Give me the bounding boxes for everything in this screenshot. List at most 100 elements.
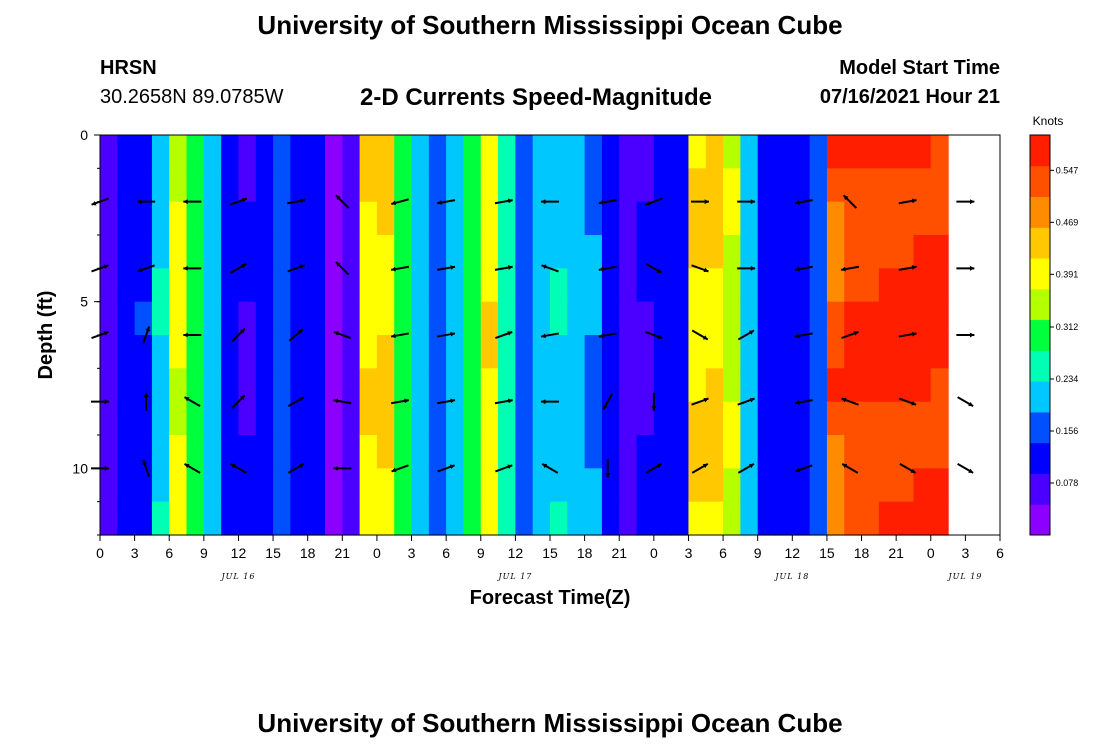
heat-cell (688, 368, 707, 403)
heat-cell (290, 301, 309, 336)
heat-cell (740, 268, 759, 303)
heat-cell (515, 235, 534, 269)
heat-cell (896, 301, 915, 336)
heat-cell (636, 135, 655, 169)
heat-cell (117, 335, 136, 369)
heat-cell (463, 468, 482, 503)
heat-cell (930, 468, 949, 503)
heat-cell (446, 168, 465, 203)
heat-cell (671, 235, 690, 269)
heat-cell (480, 201, 499, 236)
heat-cell (913, 235, 932, 269)
heat-cell (394, 268, 413, 303)
heat-cell (134, 201, 153, 236)
current-arrow (737, 199, 756, 205)
heat-cell (411, 435, 430, 469)
heat-cell (446, 301, 465, 336)
heat-cell (757, 501, 776, 536)
current-arrow (794, 199, 813, 205)
current-arrow (541, 264, 559, 273)
heat-cell (740, 368, 759, 403)
heat-cell (480, 135, 499, 169)
heat-cell (878, 501, 897, 536)
heat-cell (290, 368, 309, 403)
heat-cell (186, 435, 205, 469)
heat-cell (376, 168, 395, 203)
heat-cell (515, 435, 534, 469)
heat-cell (792, 301, 811, 336)
heat-cell (169, 435, 188, 469)
current-arrow (651, 392, 657, 411)
heat-cell (584, 301, 603, 336)
heat-cell (653, 335, 672, 369)
current-arrow (691, 199, 709, 205)
y-tick-label: 5 (80, 294, 88, 310)
heat-cell (671, 401, 690, 436)
heat-cell (601, 301, 620, 336)
heat-cell (255, 468, 274, 503)
heat-cell (376, 201, 395, 236)
x-tick-label: 3 (685, 545, 693, 561)
current-arrow (598, 265, 617, 272)
heat-cell (740, 301, 759, 336)
heat-cell (290, 501, 309, 536)
heat-cell (757, 301, 776, 336)
colorbar-swatch (1030, 473, 1050, 505)
heat-cell (792, 368, 811, 403)
heat-cell (861, 301, 880, 336)
current-arrow (183, 199, 202, 205)
heat-cell (463, 368, 482, 403)
heat-cell (792, 268, 811, 303)
heat-cell (203, 368, 222, 403)
current-arrow (437, 398, 456, 405)
current-arrow (540, 332, 560, 339)
heat-cell (273, 235, 291, 269)
heat-cell (792, 335, 811, 369)
colorbar-swatch (1030, 135, 1050, 167)
heat-cell (567, 501, 586, 536)
heat-cell (757, 468, 776, 503)
heat-cell (913, 435, 932, 469)
heat-cell (273, 168, 291, 203)
heat-cell (567, 435, 586, 469)
heat-cell (705, 301, 724, 336)
heat-cell (636, 435, 655, 469)
heat-cell (619, 235, 638, 269)
heat-cell (878, 235, 897, 269)
heat-cell (325, 435, 343, 469)
heat-cell (151, 135, 170, 169)
current-arrow (899, 462, 916, 474)
heat-cell (411, 268, 430, 303)
heat-cell (221, 435, 240, 469)
heat-cell (186, 235, 205, 269)
heat-cell (290, 168, 309, 203)
heat-cell (826, 468, 845, 503)
heat-cell (515, 501, 534, 536)
heat-cell (342, 235, 361, 269)
heat-cell (376, 368, 395, 403)
x-tick-label: 21 (335, 545, 351, 561)
x-tick-label: 9 (754, 545, 762, 561)
heat-cell (601, 135, 620, 169)
heat-cell (100, 301, 118, 336)
heat-cell (307, 168, 326, 203)
current-arrow (137, 199, 156, 205)
heat-cell (203, 335, 222, 369)
heat-cell (688, 135, 707, 169)
heat-cell (117, 201, 136, 236)
current-arrow (183, 332, 202, 338)
heat-cell (775, 401, 793, 436)
heat-cell (930, 435, 949, 469)
heat-cell (446, 368, 465, 403)
heat-cell (930, 235, 949, 269)
current-arrow (184, 462, 201, 474)
heat-cell (221, 468, 240, 503)
heat-cell (515, 368, 534, 403)
colorbar-swatch (1030, 381, 1050, 413)
x-tick-label: 12 (231, 545, 247, 561)
heat-cell (532, 368, 551, 403)
current-arrow (645, 462, 663, 474)
heat-cell (342, 368, 361, 403)
heat-cell (428, 368, 447, 403)
heat-cell (290, 435, 309, 469)
